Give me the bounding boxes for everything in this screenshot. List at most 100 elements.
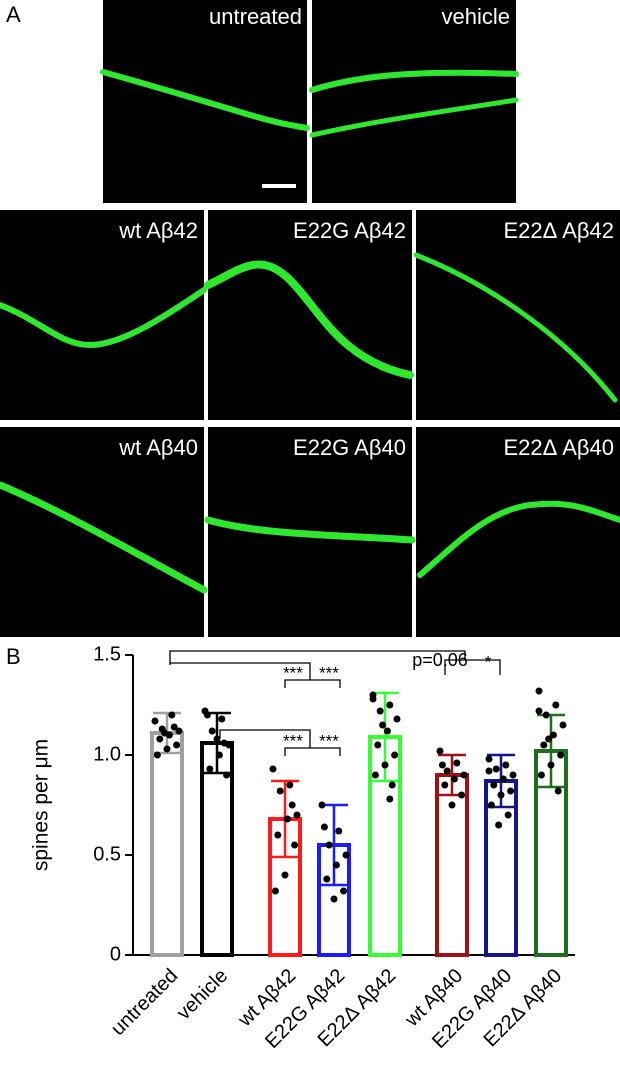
data-point	[391, 751, 399, 759]
panel-label: B	[6, 644, 21, 669]
data-point	[559, 721, 567, 729]
y-tick-label: 1.5	[93, 643, 121, 665]
data-point	[203, 711, 211, 719]
data-point	[545, 735, 553, 743]
data-point	[383, 727, 391, 735]
data-point	[497, 791, 505, 799]
data-point	[371, 771, 379, 779]
data-point	[485, 755, 493, 763]
bar	[150, 731, 184, 957]
data-point	[441, 781, 449, 789]
data-point	[168, 711, 176, 719]
x-tick-label: untreated	[107, 965, 182, 1040]
image-label: untreated	[209, 4, 302, 29]
data-point	[540, 741, 548, 749]
data-point	[438, 761, 446, 769]
micrographs	[0, 0, 620, 637]
data-point	[269, 765, 277, 773]
data-point	[386, 701, 394, 709]
data-point	[156, 735, 164, 743]
data-point	[502, 761, 510, 769]
data-point	[340, 887, 348, 895]
data-point	[330, 895, 338, 903]
y-tick-label: 0	[110, 943, 121, 965]
data-point	[549, 731, 557, 739]
significance-label: ***	[283, 731, 303, 750]
data-point	[376, 707, 384, 715]
data-point	[492, 765, 500, 773]
data-point	[163, 745, 171, 753]
image-label: E22Δ Aβ42	[503, 218, 614, 243]
data-point	[206, 765, 214, 773]
data-point	[499, 775, 507, 783]
x-tick-label: vehicle	[173, 965, 233, 1025]
data-point	[448, 801, 456, 809]
data-point	[487, 801, 495, 809]
data-point	[151, 717, 159, 725]
data-point	[274, 831, 282, 839]
data-point	[552, 701, 560, 709]
data-point	[537, 771, 545, 779]
data-point	[291, 841, 299, 849]
data-point	[542, 711, 550, 719]
data-point	[320, 823, 328, 831]
data-point	[388, 781, 396, 789]
data-point	[369, 695, 377, 703]
image-label: wt Aβ40	[118, 435, 198, 460]
data-point	[374, 741, 382, 749]
data-point	[535, 707, 543, 715]
data-point	[208, 727, 216, 735]
image-label: E22Δ Aβ40	[503, 435, 614, 460]
data-point	[153, 751, 161, 759]
significance-label: ***	[319, 663, 339, 682]
data-point	[458, 791, 466, 799]
data-point	[318, 801, 326, 809]
image-label: wt Aβ42	[118, 218, 198, 243]
data-point	[547, 761, 555, 769]
data-point	[342, 851, 350, 859]
data-point	[557, 751, 565, 759]
data-point	[276, 787, 284, 795]
data-point	[554, 787, 562, 795]
data-point	[286, 781, 294, 789]
data-point	[504, 811, 512, 819]
data-point	[271, 887, 279, 895]
data-point	[170, 723, 178, 731]
data-point	[393, 715, 401, 723]
data-point	[283, 815, 291, 823]
image-label: vehicle	[442, 4, 510, 29]
data-point	[293, 811, 301, 819]
data-point	[161, 729, 169, 737]
data-point	[495, 821, 503, 829]
data-point	[450, 775, 458, 783]
data-point	[213, 735, 221, 743]
data-point	[323, 875, 331, 883]
data-point	[173, 741, 181, 749]
y-tick-label: 0.5	[93, 843, 121, 865]
data-point	[220, 739, 228, 747]
data-point	[218, 715, 226, 723]
data-point	[379, 721, 387, 729]
data-point	[485, 767, 493, 775]
data-point	[335, 827, 343, 835]
data-point	[215, 751, 223, 759]
data-point	[535, 687, 543, 695]
panel-label: A	[6, 2, 21, 27]
data-point	[288, 801, 296, 809]
data-point	[281, 871, 289, 879]
data-point	[175, 727, 183, 735]
data-point	[507, 787, 515, 795]
data-point	[443, 767, 451, 775]
data-point	[453, 759, 461, 767]
image-label: E22G Aβ42	[293, 218, 406, 243]
significance-label: p=0.06	[412, 650, 468, 670]
significance-label: ***	[319, 731, 339, 750]
data-point	[509, 771, 517, 779]
data-point	[436, 747, 444, 755]
significance-brackets	[169, 650, 501, 756]
significance-label: *	[485, 652, 492, 671]
data-point	[332, 861, 340, 869]
data-point	[490, 781, 498, 789]
data-point	[460, 771, 468, 779]
